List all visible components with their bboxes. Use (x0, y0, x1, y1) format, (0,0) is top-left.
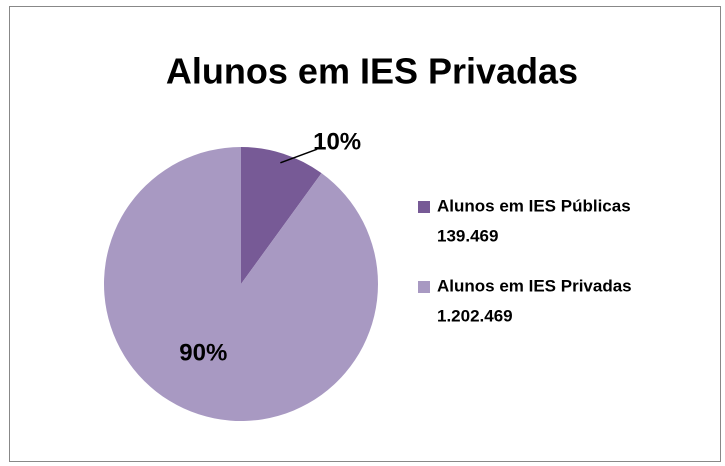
leader-line (280, 148, 318, 164)
data-label: 10% (313, 129, 361, 156)
chart-title: Alunos em IES Privadas (166, 51, 578, 92)
legend-swatch (418, 281, 430, 293)
legend-count: 1.202.469 (437, 306, 513, 325)
legend-label: Alunos em IES Públicas (437, 196, 631, 215)
legend-label: Alunos em IES Privadas (437, 276, 632, 295)
data-label: 90% (179, 339, 227, 366)
legend-swatch (418, 201, 430, 213)
legend-count: 139.469 (437, 226, 498, 245)
pie-slice (241, 147, 322, 284)
pie-slice (103, 147, 378, 422)
